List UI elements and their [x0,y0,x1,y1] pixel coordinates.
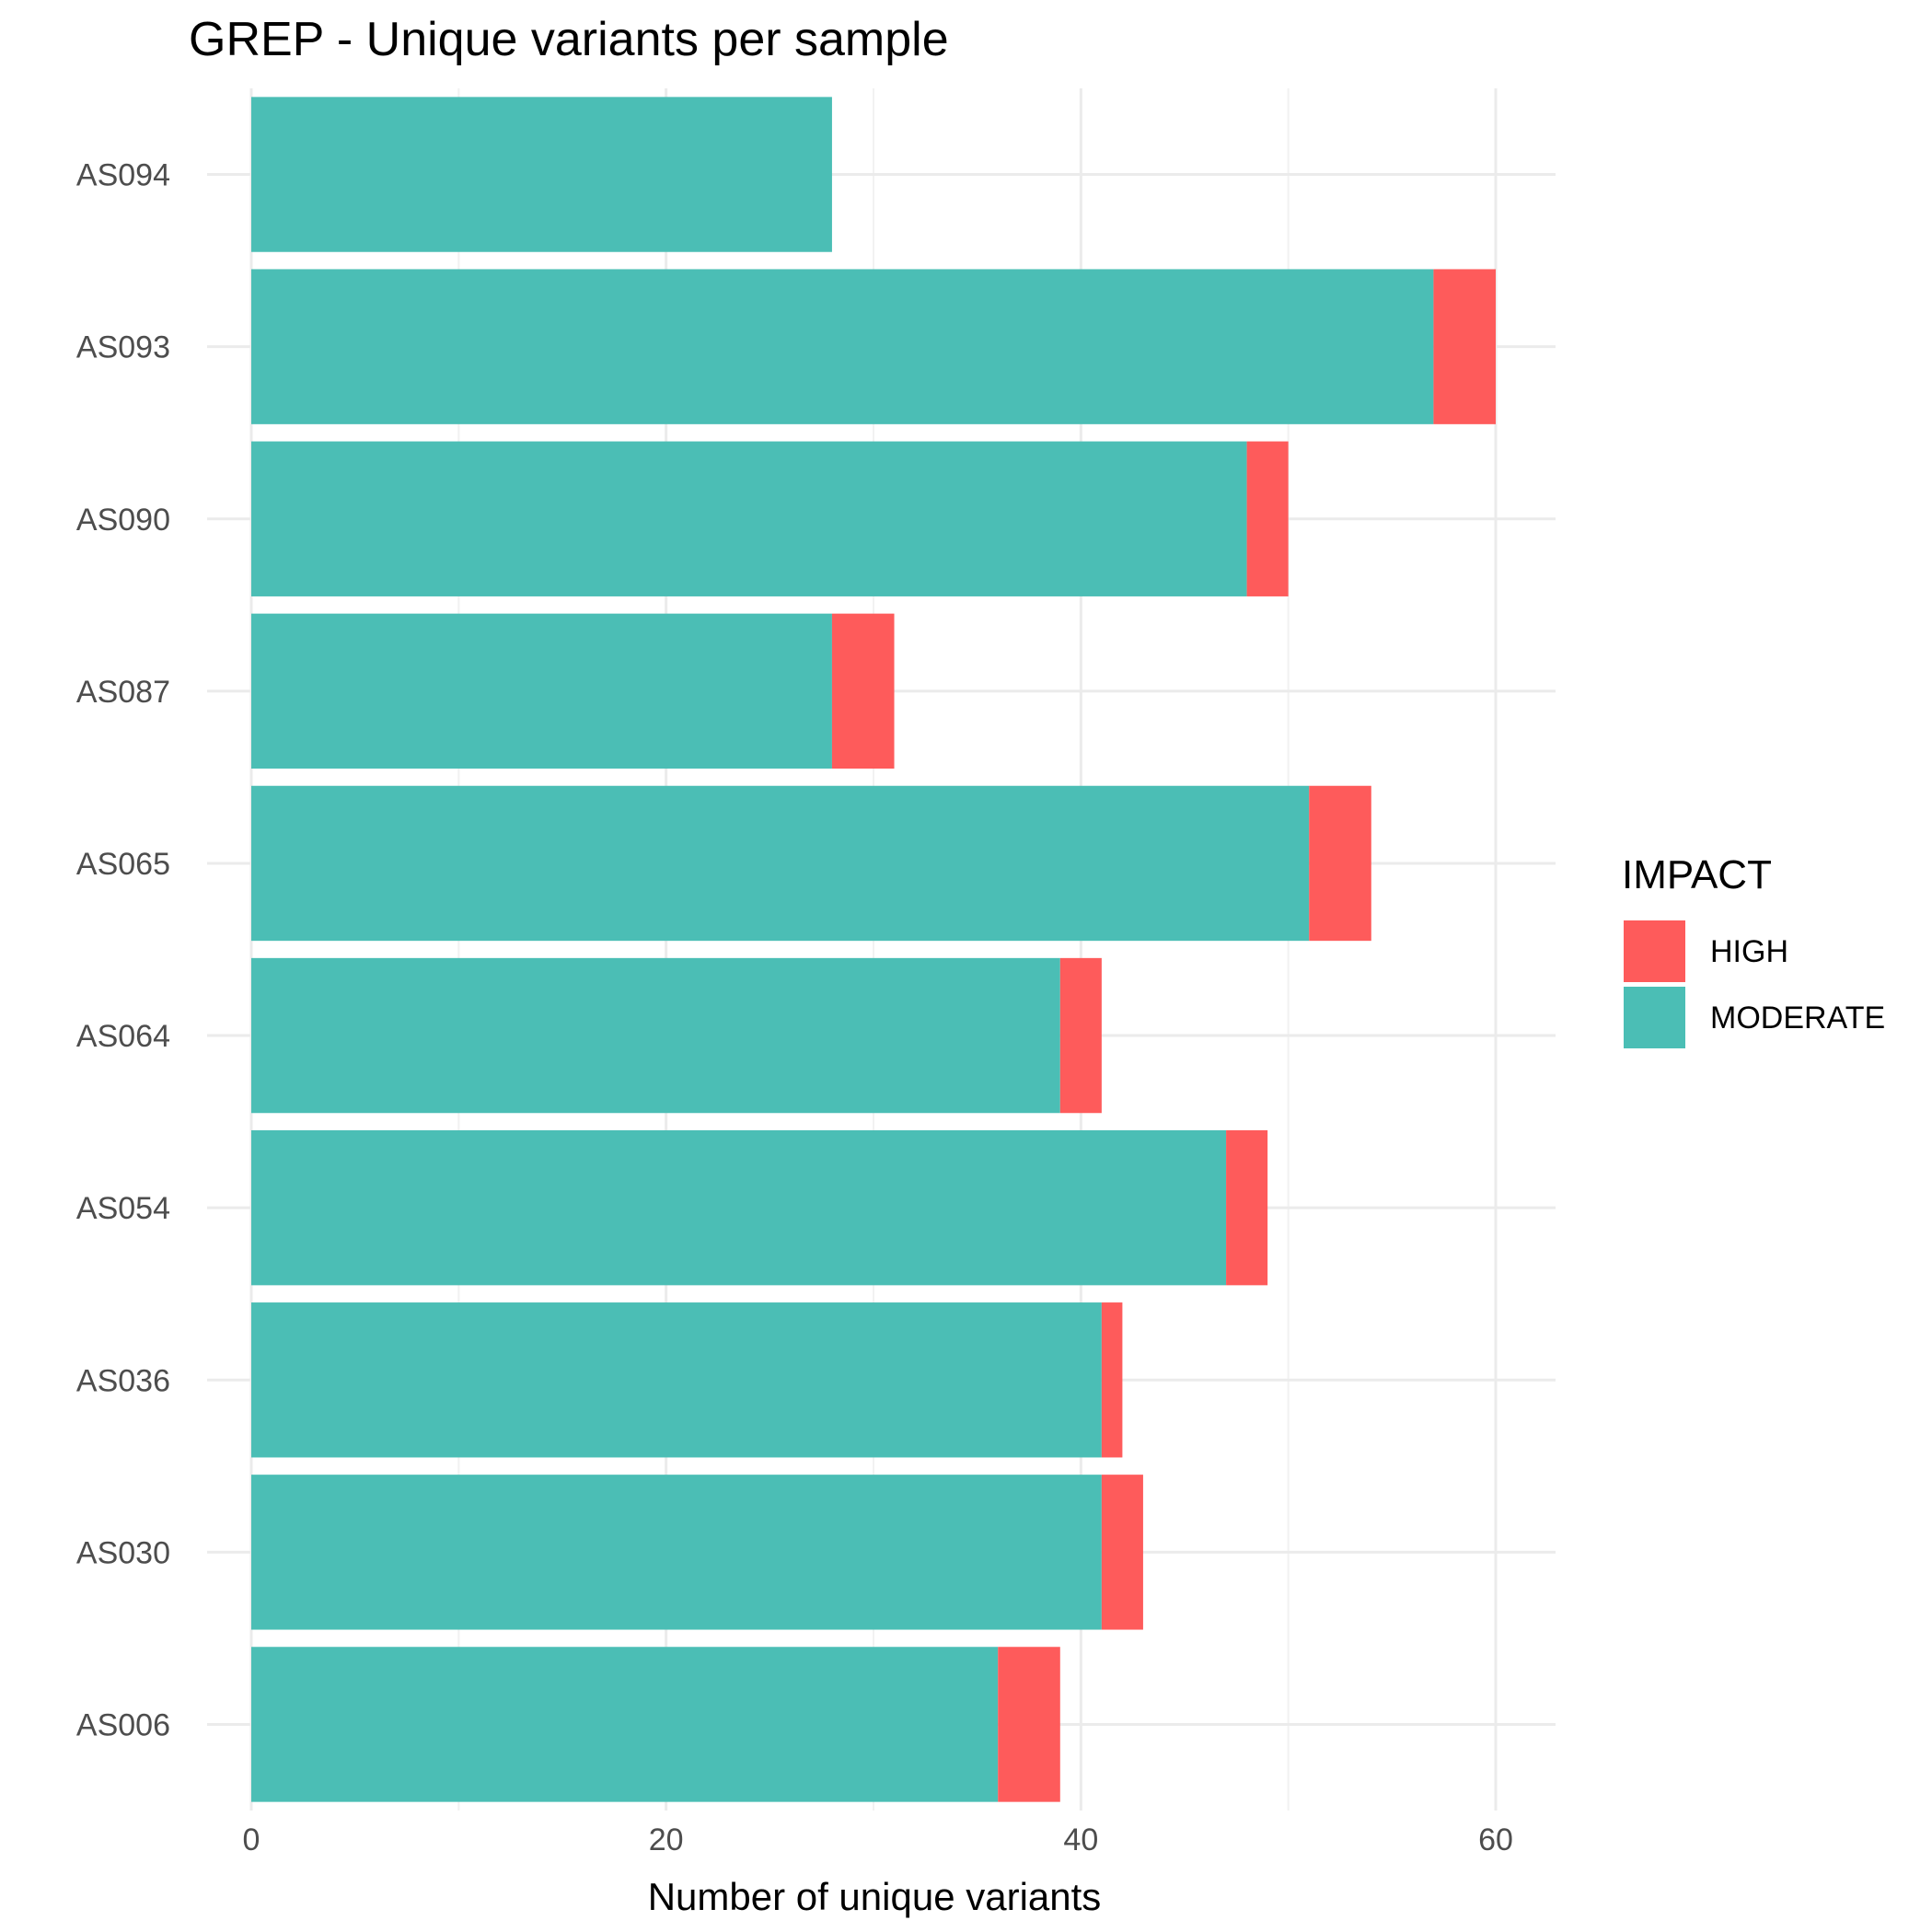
bar-moderate-as064 [251,957,1060,1114]
y-tick-label: AS087 [76,675,170,710]
y-tick-label: AS036 [76,1363,170,1398]
legend: IMPACT HIGH MODERATE [1622,852,1885,1048]
legend-label-moderate: MODERATE [1710,1001,1885,1035]
bar-high-as036 [1101,1302,1123,1458]
bar-moderate-as094 [251,97,832,252]
x-tick-label: 40 [1063,1822,1098,1857]
bar-moderate-as006 [251,1647,999,1802]
bar-moderate-as036 [251,1302,1102,1458]
y-tick-label: AS090 [76,503,170,538]
y-tick-label: AS006 [76,1707,170,1742]
legend-key-moderate [1624,987,1685,1048]
bar-moderate-as090 [251,441,1247,596]
y-axis-ticks: AS094 AS093 AS090 AS087 AS065 AS064 AS054 AS036… [76,158,170,1743]
bar-moderate-as030 [251,1475,1102,1630]
bar-high-as054 [1226,1129,1268,1286]
legend-label-high: HIGH [1710,934,1788,969]
bar-moderate-as093 [251,269,1434,424]
y-tick-label: AS065 [76,847,170,882]
bar-moderate-as054 [251,1129,1227,1286]
bar-high-as065 [1309,785,1371,942]
bar-moderate-as065 [251,785,1310,942]
x-axis-ticks: 0 20 40 60 [243,1822,1513,1857]
bar-high-as030 [1101,1475,1143,1630]
bar-high-as090 [1246,441,1289,596]
y-tick-label: AS054 [76,1191,170,1226]
legend-title: IMPACT [1622,852,1772,897]
x-axis-label: Number of unique variants [648,1875,1102,1918]
bar-high-as006 [998,1647,1060,1802]
y-tick-label: AS094 [76,158,170,193]
bar-moderate-as087 [251,613,832,769]
y-tick-label: AS093 [76,330,170,365]
bar-high-as087 [831,613,895,769]
y-tick-label: AS030 [76,1535,170,1570]
legend-key-high [1624,920,1685,982]
x-tick-label: 20 [649,1822,684,1857]
x-tick-label: 60 [1478,1822,1513,1857]
bars [251,97,1496,1802]
bar-high-as064 [1059,957,1102,1114]
chart-title: GREP - Unique variants per sample [189,13,949,66]
x-tick-label: 0 [243,1822,260,1857]
bar-high-as093 [1433,269,1496,424]
y-tick-label: AS064 [76,1019,170,1054]
